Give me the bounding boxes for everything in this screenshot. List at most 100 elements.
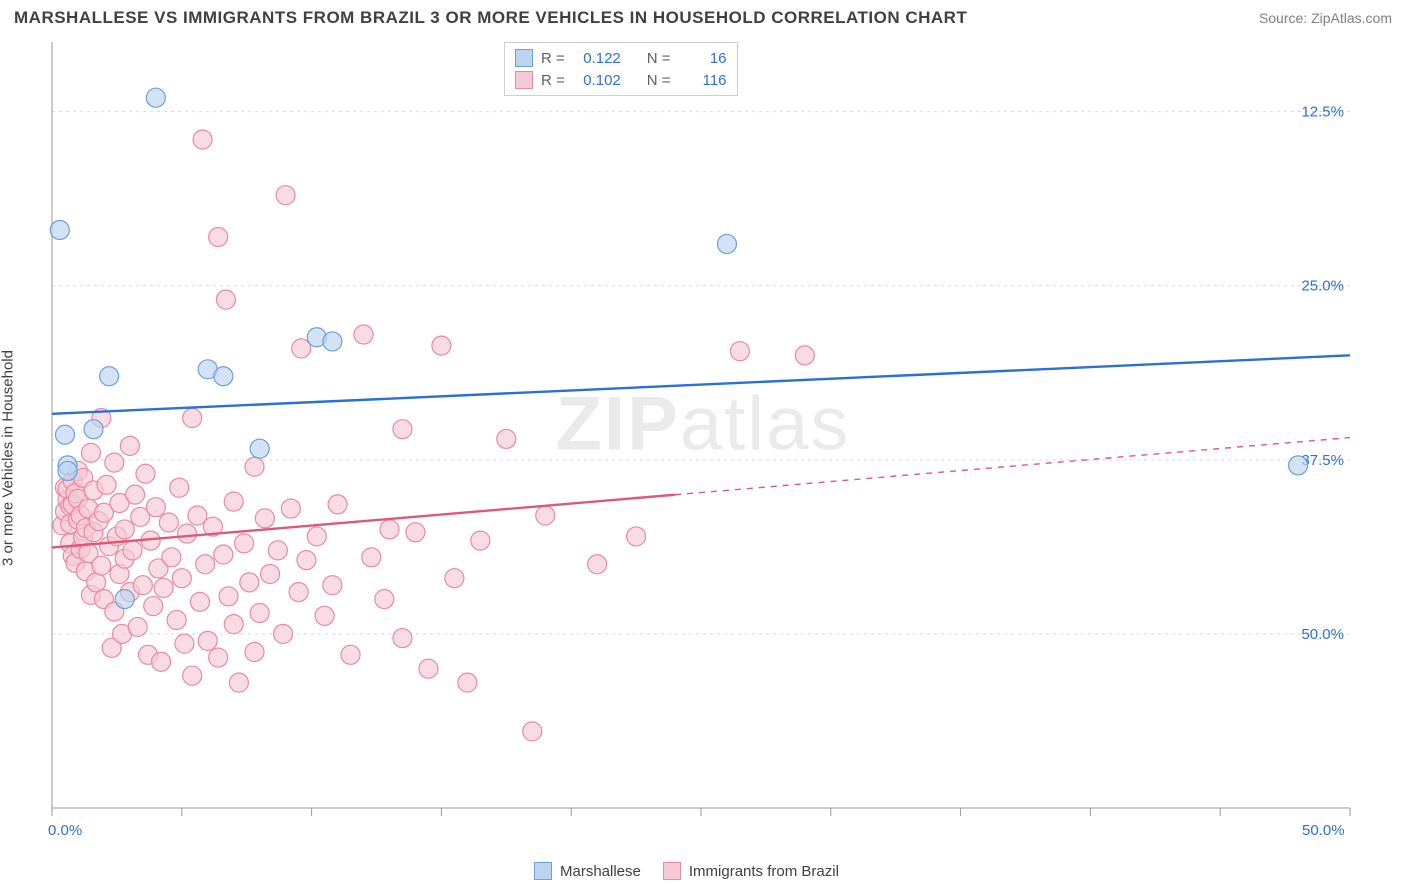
data-point <box>55 425 74 444</box>
data-point <box>97 475 116 494</box>
data-point <box>128 617 147 636</box>
y-axis-label: 3 or more Vehicles in Household <box>0 350 17 566</box>
data-point <box>100 367 119 386</box>
data-point <box>730 342 749 361</box>
scatter-chart: 50.0%37.5%25.0%12.5% <box>14 38 1354 838</box>
data-point <box>105 453 124 472</box>
data-point <box>274 624 293 643</box>
data-point <box>497 429 516 448</box>
data-point <box>50 221 69 240</box>
data-point <box>170 478 189 497</box>
data-point <box>177 524 196 543</box>
trend-line-dashed <box>675 438 1350 495</box>
data-point <box>307 527 326 546</box>
data-point <box>115 590 134 609</box>
data-point <box>328 495 347 514</box>
data-point <box>92 556 111 575</box>
legend-swatch <box>515 49 533 67</box>
data-point <box>235 534 254 553</box>
data-point <box>281 499 300 518</box>
data-point <box>588 555 607 574</box>
data-point <box>133 576 152 595</box>
data-point <box>162 548 181 567</box>
trend-line <box>52 355 1350 413</box>
data-point <box>380 520 399 539</box>
legend-swatch <box>534 862 552 880</box>
data-point <box>419 659 438 678</box>
y-tick-label: 50.0% <box>1301 626 1344 643</box>
data-point <box>115 520 134 539</box>
data-point <box>323 576 342 595</box>
data-point <box>250 439 269 458</box>
data-point <box>219 587 238 606</box>
legend-swatch <box>663 862 681 880</box>
data-point <box>144 597 163 616</box>
data-point <box>198 631 217 650</box>
data-point <box>297 551 316 570</box>
data-point <box>375 590 394 609</box>
stats-legend-row: R = 0.102 N = 116 <box>515 69 727 91</box>
data-point <box>224 615 243 634</box>
data-point <box>1289 456 1308 475</box>
data-point <box>354 325 373 344</box>
stat-n-value: 116 <box>679 72 727 89</box>
data-point <box>146 88 165 107</box>
data-point <box>126 485 145 504</box>
stat-r-value: 0.122 <box>573 50 621 67</box>
data-point <box>216 290 235 309</box>
data-point <box>136 464 155 483</box>
stat-n-label: N = <box>647 50 671 67</box>
data-point <box>224 492 243 511</box>
x-axis-min-label: 0.0% <box>48 822 82 839</box>
data-point <box>84 420 103 439</box>
legend-item: Immigrants from Brazil <box>663 862 839 880</box>
data-point <box>406 523 425 542</box>
data-point <box>536 506 555 525</box>
data-point <box>58 461 77 480</box>
data-point <box>154 578 173 597</box>
stats-legend: R = 0.122 N = 16 R = 0.102 N = 116 <box>504 42 738 96</box>
data-point <box>214 367 233 386</box>
stat-n-value: 16 <box>679 50 727 67</box>
stats-legend-row: R =0.122N =16 <box>515 47 727 69</box>
data-point <box>315 606 334 625</box>
legend-item: Marshallese <box>534 862 641 880</box>
data-point <box>289 583 308 602</box>
x-axis-max-label: 50.0% <box>1302 822 1345 839</box>
data-point <box>209 648 228 667</box>
data-point <box>445 569 464 588</box>
y-tick-label: 12.5% <box>1301 104 1344 121</box>
data-point <box>172 569 191 588</box>
data-point <box>193 130 212 149</box>
data-point <box>229 673 248 692</box>
data-point <box>183 666 202 685</box>
data-point <box>190 592 209 611</box>
stat-r-value: 0.102 <box>573 72 621 89</box>
data-point <box>717 234 736 253</box>
data-point <box>255 509 274 528</box>
data-point <box>268 541 287 560</box>
legend-swatch <box>515 71 533 89</box>
stat-n-label: N = <box>647 72 671 89</box>
data-point <box>183 409 202 428</box>
data-point <box>123 541 142 560</box>
chart-title: MARSHALLESE VS IMMIGRANTS FROM BRAZIL 3 … <box>14 8 967 28</box>
data-point <box>627 527 646 546</box>
data-point <box>795 346 814 365</box>
data-point <box>196 555 215 574</box>
data-point <box>323 332 342 351</box>
data-point <box>152 652 171 671</box>
data-point <box>214 545 233 564</box>
stat-r-label: R = <box>541 72 565 89</box>
data-point <box>362 548 381 567</box>
data-point <box>175 634 194 653</box>
data-point <box>341 645 360 664</box>
data-point <box>81 443 100 462</box>
data-point <box>276 186 295 205</box>
legend-label: Immigrants from Brazil <box>689 863 839 880</box>
data-point <box>245 457 264 476</box>
data-point <box>432 336 451 355</box>
data-point <box>261 565 280 584</box>
chart-area: 3 or more Vehicles in Household 50.0%37.… <box>14 38 1392 878</box>
data-point <box>471 531 490 550</box>
